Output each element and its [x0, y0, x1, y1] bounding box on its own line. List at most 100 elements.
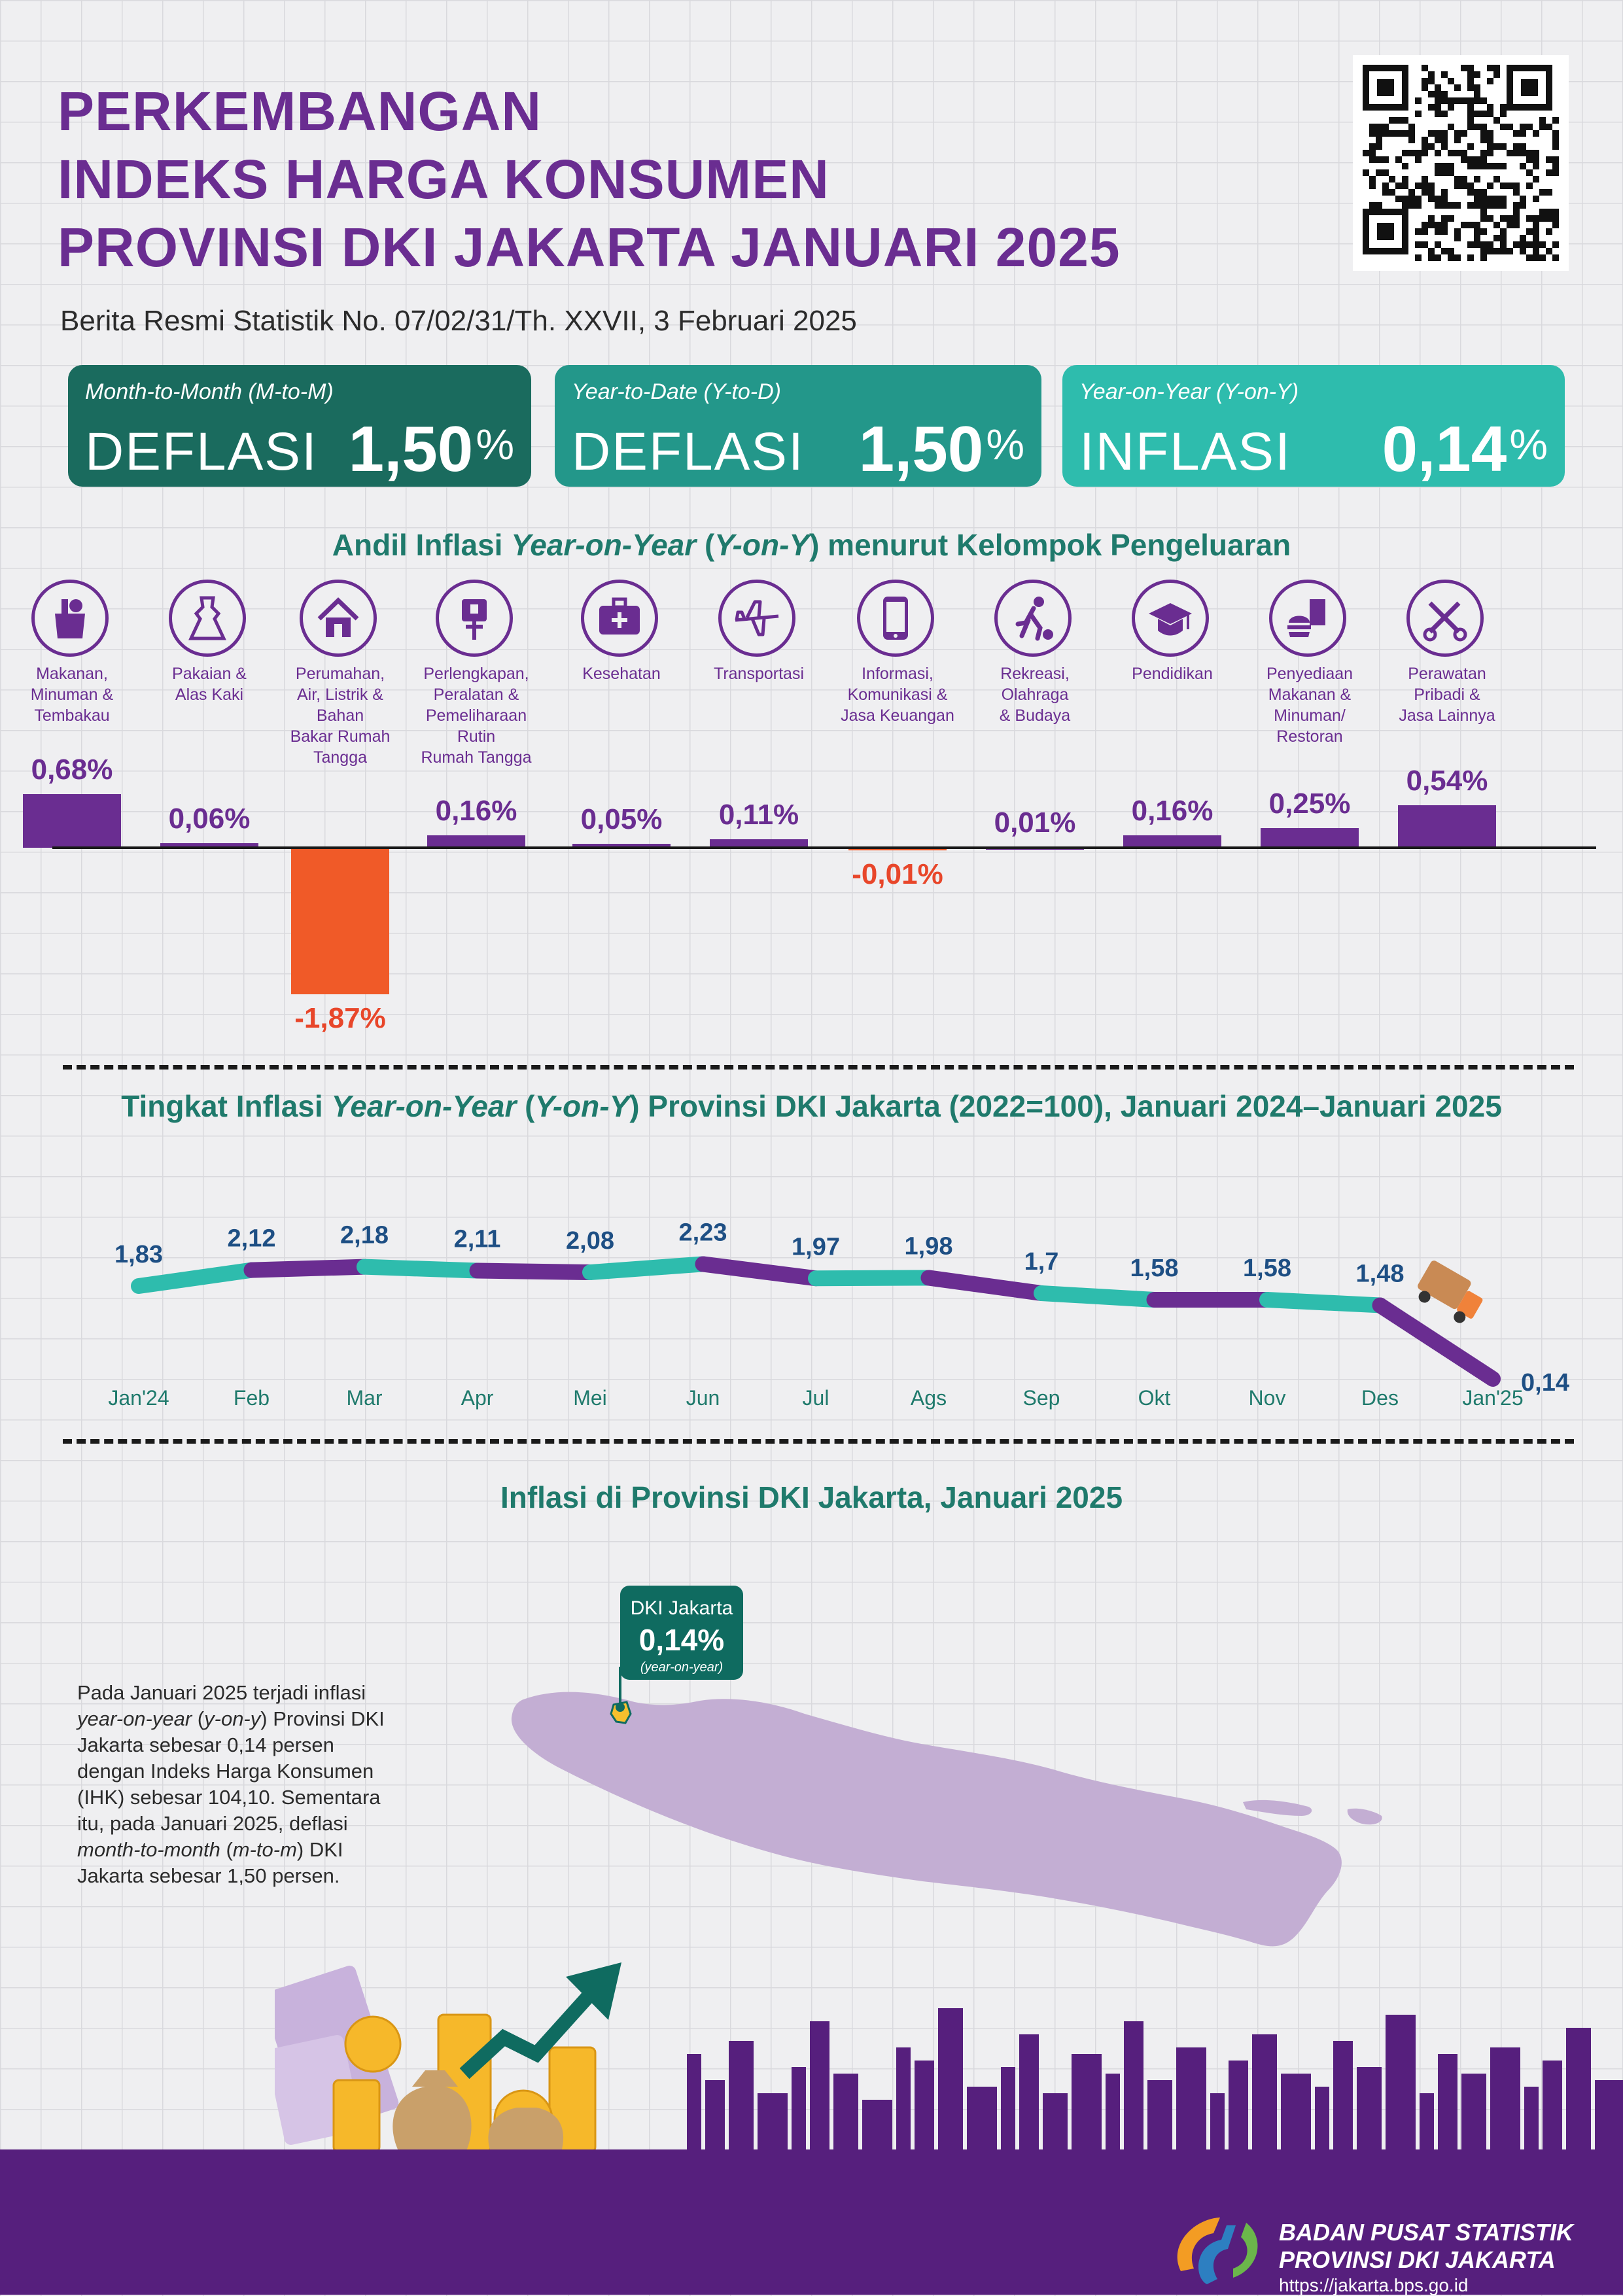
qr-module — [1552, 254, 1559, 261]
qr-module — [1454, 137, 1461, 143]
qr-module — [1441, 215, 1448, 222]
x-tick-label: Apr — [461, 1386, 494, 1410]
skyline-building — [1543, 2061, 1562, 2152]
qr-module — [1389, 176, 1395, 183]
qr-module — [1448, 215, 1454, 222]
qr-module — [1474, 176, 1480, 183]
category-name: Pakaian & Alas Kaki — [172, 665, 247, 704]
qr-module — [1402, 130, 1408, 137]
skyline-building — [729, 2041, 754, 2152]
money-bag-icon — [488, 2108, 564, 2152]
qr-module — [1435, 228, 1441, 235]
qr-module — [1546, 209, 1552, 215]
andil-bar — [572, 844, 671, 848]
city-skyline — [687, 2008, 1623, 2152]
qr-module — [1526, 228, 1533, 235]
qr-module — [1533, 215, 1539, 222]
callout-dot — [616, 1703, 625, 1712]
description-paragraph: Pada Januari 2025 terjadi inflasi year-o… — [77, 1681, 385, 1887]
qr-module — [1533, 235, 1539, 241]
skyline-building — [1176, 2047, 1206, 2152]
qr-module — [1546, 228, 1552, 235]
qr-module — [1461, 176, 1467, 183]
qr-module — [1513, 222, 1520, 228]
dki-jakarta-callout: DKI Jakarta 0,14% (year-on-year) — [620, 1586, 743, 1680]
qr-module — [1533, 241, 1539, 248]
qr-module — [1526, 124, 1533, 130]
qr-module — [1382, 130, 1389, 137]
qr-module — [1435, 97, 1441, 104]
qr-module — [1363, 150, 1369, 156]
x-tick-label: Jul — [803, 1386, 829, 1410]
qr-module — [1507, 248, 1513, 254]
qr-module — [1480, 111, 1487, 117]
qr-module — [1533, 228, 1539, 235]
x-tick-label: Jun — [686, 1386, 720, 1410]
section-divider — [63, 1439, 1574, 1444]
qr-module — [1428, 71, 1435, 78]
line-segment — [582, 1256, 711, 1281]
category-name: Makanan, Minuman & Tembakau — [30, 665, 114, 725]
qr-module — [1480, 248, 1487, 254]
qr-module — [1526, 241, 1533, 248]
qr-code[interactable] — [1353, 55, 1569, 271]
card-label: Month-to-Month (M-to-M) — [85, 379, 334, 404]
qr-module — [1441, 130, 1448, 137]
point-label: 2,11 — [454, 1226, 501, 1253]
x-tick-label: Des — [1361, 1386, 1399, 1410]
qr-module — [1467, 117, 1474, 124]
category-name: Pendidikan — [1132, 665, 1213, 683]
skyline-building — [1019, 2034, 1039, 2152]
qr-module — [1546, 124, 1552, 130]
qr-module — [1395, 196, 1402, 202]
bps-logo-icon[interactable] — [1168, 2206, 1266, 2291]
qr-module — [1533, 156, 1539, 163]
qr-module — [1480, 209, 1487, 215]
qr-module — [1546, 215, 1552, 222]
qr-module — [1395, 183, 1402, 189]
qr-module — [1474, 111, 1480, 117]
qr-module — [1500, 228, 1507, 235]
point-label: 1,83 — [114, 1241, 163, 1268]
qr-module — [1500, 163, 1507, 169]
qr-module — [1448, 124, 1454, 130]
qr-module — [1422, 137, 1428, 143]
qr-module — [1454, 235, 1461, 241]
qr-module — [1454, 150, 1461, 156]
qr-module — [1441, 202, 1448, 209]
andil-value-label: 0,01% — [994, 806, 1076, 839]
qr-module — [1493, 117, 1500, 124]
skyline-building — [915, 2061, 934, 2152]
skyline-building — [1524, 2087, 1539, 2152]
qr-module — [1408, 202, 1415, 209]
line-segment — [920, 1270, 1049, 1301]
qr-module — [1467, 104, 1474, 111]
line-segment — [357, 1259, 485, 1279]
title-part: Year-on-Year — [511, 528, 697, 562]
qr-module — [1428, 91, 1435, 97]
qr-module — [1369, 156, 1376, 163]
qr-module — [1474, 222, 1480, 228]
qr-module — [1513, 183, 1520, 189]
qr-module — [1480, 156, 1487, 163]
qr-module — [1422, 241, 1428, 248]
qr-module — [1533, 196, 1539, 202]
point-label: 1,58 — [1243, 1255, 1291, 1282]
skyline-building — [1147, 2080, 1172, 2152]
qr-module — [1467, 65, 1474, 71]
skyline-building — [938, 2008, 963, 2152]
qr-module — [1480, 130, 1487, 137]
qr-module — [1382, 183, 1389, 189]
qr-module — [1435, 196, 1441, 202]
qr-module — [1461, 97, 1467, 104]
category-name: Perawatan Pribadi & Jasa Lainnya — [1399, 665, 1495, 725]
qr-module — [1526, 150, 1533, 156]
qr-module — [1435, 91, 1441, 97]
qr-module — [1526, 156, 1533, 163]
qr-module — [1441, 137, 1448, 143]
point-label: 1,7 — [1024, 1248, 1059, 1276]
bps-url-link[interactable]: https://jakarta.bps.go.id — [1279, 2275, 1469, 2295]
qr-module — [1382, 156, 1389, 163]
qr-module — [1461, 150, 1467, 156]
skyline-building — [792, 2067, 806, 2152]
